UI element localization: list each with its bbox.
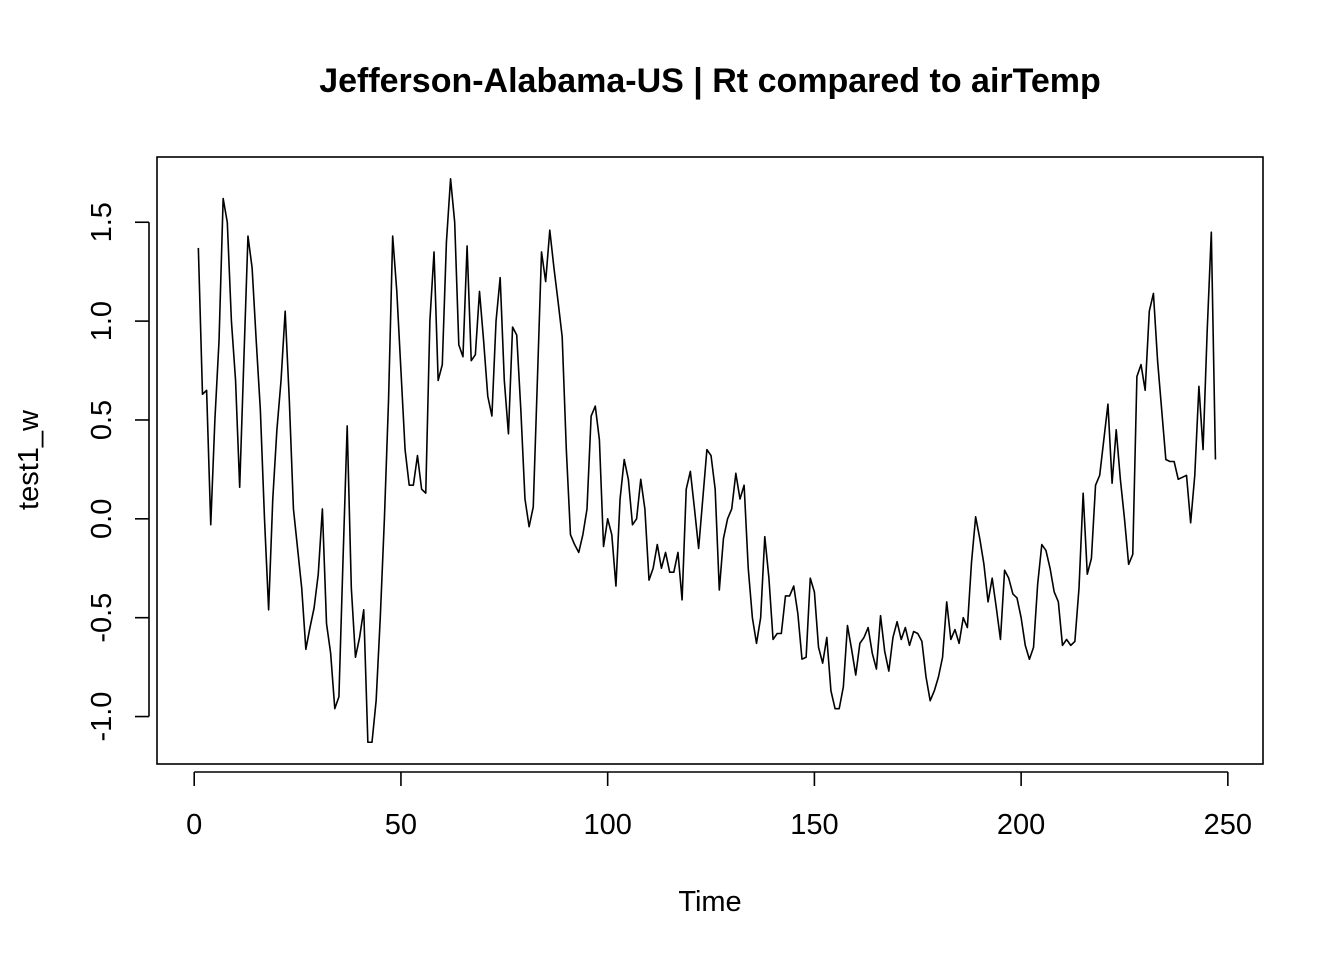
x-tick-label: 100 (583, 809, 631, 841)
y-tick-label: 0.0 (86, 499, 118, 539)
x-tick-label: 250 (1204, 809, 1252, 841)
y-tick-label: -0.5 (86, 593, 118, 643)
y-tick-label: -1.0 (86, 692, 118, 742)
x-tick-label: 50 (385, 809, 417, 841)
x-tick-label: 200 (997, 809, 1045, 841)
x-axis-label: Time (678, 886, 741, 918)
x-axis: 0 50 100 150 200 250 (186, 771, 1252, 841)
plot-frame (156, 156, 1264, 765)
series-group (197, 177, 1217, 744)
chart-title: Jefferson-Alabama-US | Rt compared to ai… (319, 62, 1101, 100)
series-line (197, 177, 1217, 744)
y-tick-label: 1.0 (86, 301, 118, 341)
x-tick-label: 150 (790, 809, 838, 841)
y-axis-label: test1_w (13, 409, 45, 510)
x-tick-label: 0 (186, 809, 202, 841)
y-axis: -1.0 -0.5 0.0 0.5 1.0 1.5 (86, 202, 150, 742)
y-tick-label: 0.5 (86, 400, 118, 440)
y-tick-label: 1.5 (86, 202, 118, 242)
